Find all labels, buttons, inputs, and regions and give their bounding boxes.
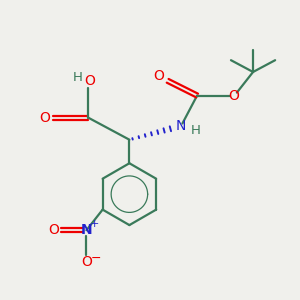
Text: N: N <box>176 119 186 133</box>
Text: O: O <box>229 88 239 103</box>
Text: N: N <box>81 223 92 237</box>
Text: H: H <box>73 71 83 84</box>
Text: O: O <box>49 223 59 237</box>
Text: O: O <box>84 74 95 88</box>
Text: O: O <box>81 255 92 269</box>
Text: −: − <box>91 252 101 265</box>
Text: +: + <box>90 219 99 229</box>
Text: O: O <box>153 69 164 83</box>
Text: H: H <box>191 124 201 137</box>
Text: O: O <box>39 111 50 124</box>
